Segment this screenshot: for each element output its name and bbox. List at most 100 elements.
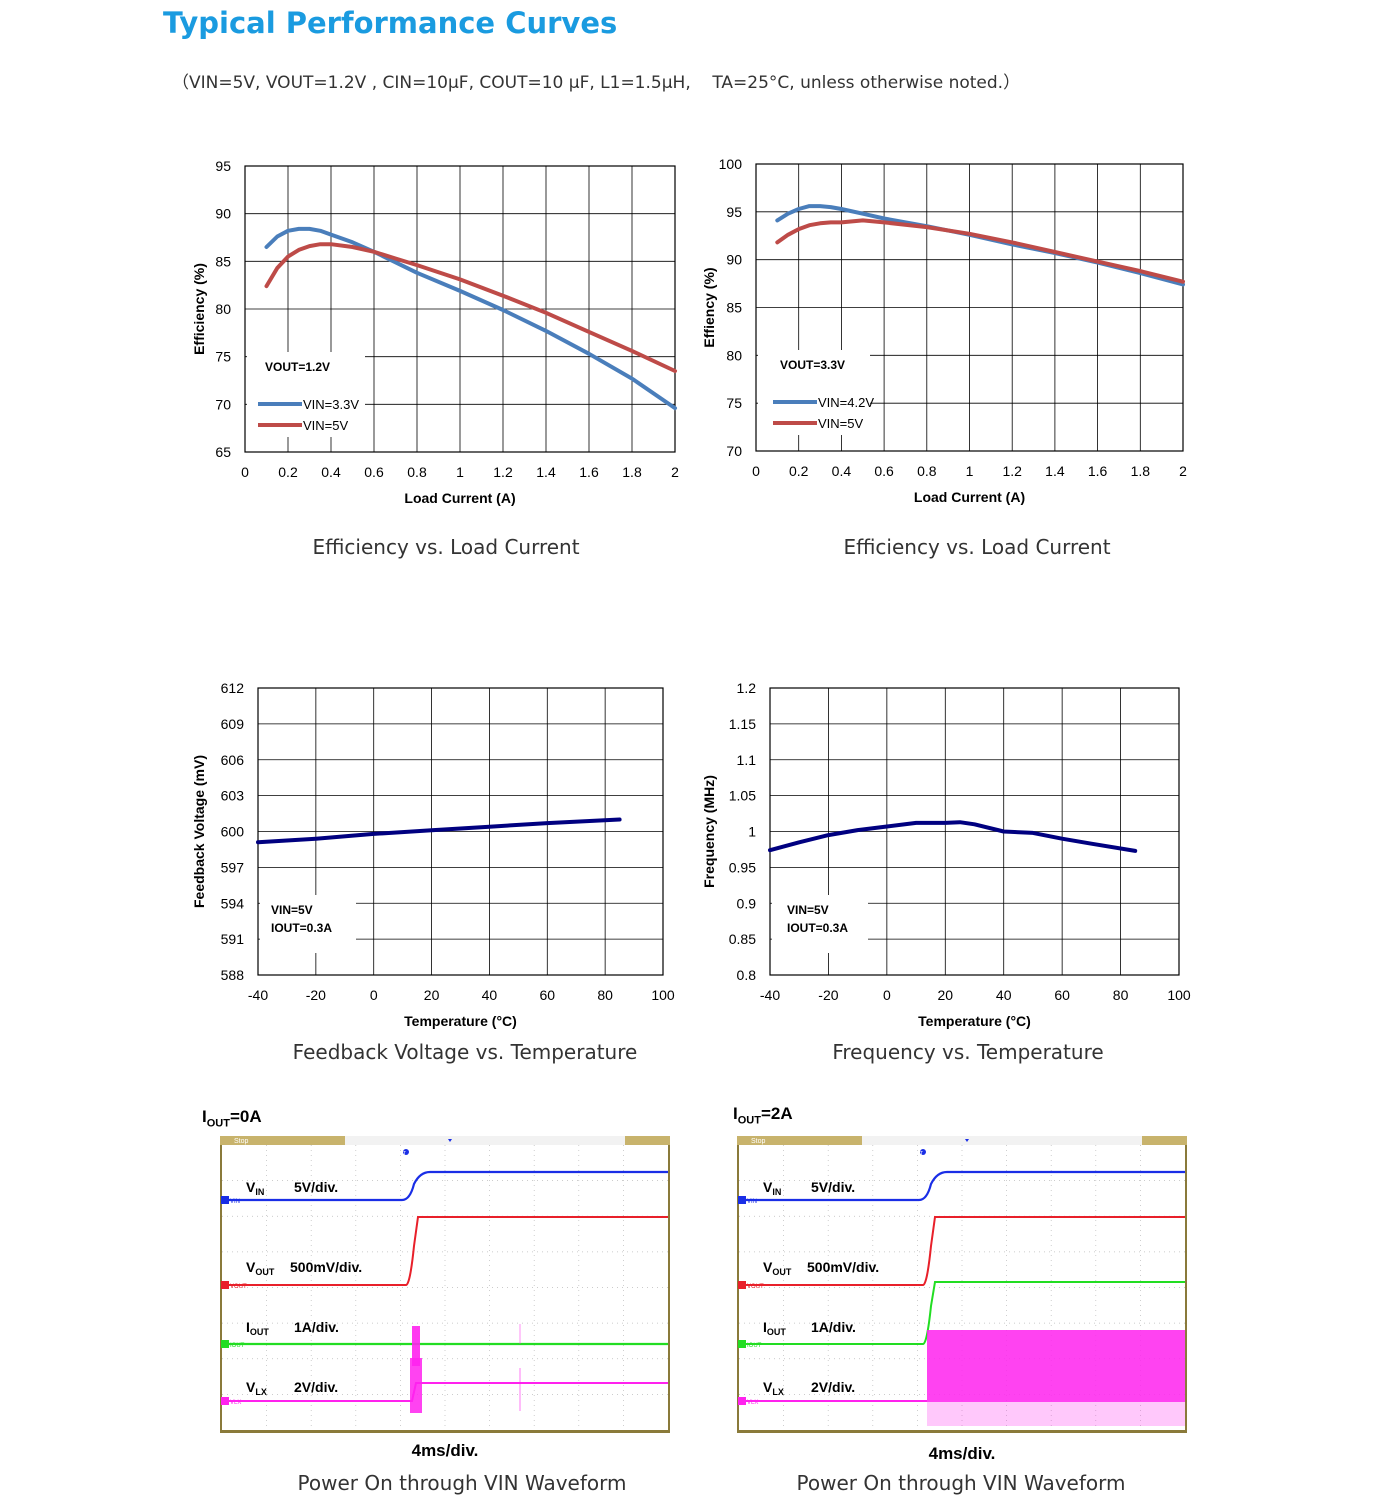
channel-marker-label: VLX <box>230 1400 241 1406</box>
channel-scale-label: 1A/div. <box>811 1319 856 1335</box>
oscilloscope-screen: Stop T VIN VOUT IOUT VLX VIN 5V/div. VOUT 500mV/d… <box>737 1136 1187 1433</box>
channel-marker-label: VIN <box>230 1199 240 1205</box>
channel-marker <box>738 1281 746 1289</box>
y-tick-label: 600 <box>221 824 245 840</box>
chart-caption: Feedback Voltage vs. Temperature <box>292 1040 638 1064</box>
chart-annotation: VOUT=1.2V <box>265 360 330 374</box>
x-tick-label: 1.4 <box>536 464 556 480</box>
y-tick-label: 75 <box>726 395 742 411</box>
x-tick-label: 2 <box>671 464 679 480</box>
y-tick-label: 1.05 <box>729 788 756 804</box>
y-tick-label: 70 <box>215 396 231 412</box>
channel-marker <box>738 1196 746 1204</box>
y-tick-label: 0.9 <box>737 895 757 911</box>
x-tick-label: 1.6 <box>579 464 599 480</box>
y-tick-label: 95 <box>215 158 231 174</box>
scope-title: IOUT=2A <box>733 1104 793 1127</box>
y-tick-label: 65 <box>215 444 231 460</box>
x-tick-label: 20 <box>937 987 953 1003</box>
x-axis-label: Temperature (°C) <box>918 1013 1031 1029</box>
chart-caption: Frequency vs. Temperature <box>832 1040 1104 1064</box>
channel-label: VOUT <box>246 1259 275 1277</box>
x-tick-label: 0 <box>883 987 891 1003</box>
channel-scale-label: 5V/div. <box>811 1179 855 1195</box>
chart-caption: Efficiency vs. Load Current <box>312 535 580 559</box>
chart-annotation: IOUT=0.3A <box>271 921 332 935</box>
x-tick-label: 0.4 <box>321 464 341 480</box>
time-division-label: 4ms/div. <box>411 1441 479 1460</box>
efficiency-chart-vout-3-3v: 0 0.2 0.4 0.6 0.8 1 1.2 1.4 1.6 1.8 2 70 75 80 85 90 95 1… <box>701 156 1187 505</box>
y-tick-label: 609 <box>221 716 245 732</box>
series-line <box>775 218 1185 284</box>
trigger-marker <box>920 1149 926 1155</box>
y-tick-label: 0.8 <box>737 967 757 983</box>
channel-label: VIN <box>246 1179 264 1197</box>
y-tick-label: 591 <box>221 931 245 947</box>
x-tick-label: -40 <box>760 987 780 1003</box>
x-tick-label: 1.6 <box>1088 463 1108 479</box>
channel-marker-label: VOUT <box>230 1284 247 1290</box>
y-tick-label: 1 <box>748 824 756 840</box>
channel-scale-label: 500mV/div. <box>807 1259 879 1275</box>
scope-title: IOUT=0A <box>202 1107 262 1130</box>
frequency-chart: -40 -20 0 20 40 60 80 100 0.8 0.85 0.9 0.95 1 1.05 1.1… <box>701 680 1191 1029</box>
channel-scale-label: 2V/div. <box>811 1379 855 1395</box>
channel-marker-label: VOUT <box>747 1284 764 1290</box>
x-tick-label: 1.8 <box>1131 463 1151 479</box>
legend-label: VIN=4.2V <box>818 395 874 410</box>
channel-label: IOUT <box>246 1319 269 1337</box>
y-tick-label: 603 <box>221 788 245 804</box>
series-line <box>256 817 622 845</box>
y-tick-label: 588 <box>221 967 245 983</box>
x-tick-label: 1.2 <box>1002 463 1022 479</box>
scope-status-text: Stop <box>234 1138 249 1145</box>
y-tick-label: 75 <box>215 349 231 365</box>
y-axis-label: Effiency (%) <box>701 267 717 347</box>
plot-frame <box>244 165 676 453</box>
legend-background <box>758 350 870 435</box>
y-tick-label: 100 <box>719 156 743 172</box>
y-axis-label: Feedback Voltage (mV) <box>191 755 207 908</box>
plot-frame <box>769 687 1180 976</box>
x-tick-label: 1.8 <box>622 464 642 480</box>
vlx-switching-band <box>927 1330 1185 1402</box>
x-tick-label: 0 <box>241 464 249 480</box>
channel-marker <box>221 1397 229 1405</box>
trigger-position-marker <box>965 1139 969 1142</box>
trigger-position-marker <box>448 1139 452 1142</box>
channel-label: VLX <box>763 1379 784 1397</box>
scope-caption: Power On through VIN Waveform <box>297 1471 627 1495</box>
scope-side-bar <box>1185 1145 1187 1433</box>
chart-annotation: IOUT=0.3A <box>787 921 848 935</box>
channel-marker-label: VIN <box>747 1199 757 1205</box>
channel-label: VIN <box>763 1179 781 1197</box>
x-tick-label: 0 <box>370 987 378 1003</box>
y-tick-label: 0.95 <box>729 859 756 875</box>
series-line <box>775 204 1185 287</box>
x-tick-label: 0.2 <box>278 464 298 480</box>
plot-frame <box>257 687 664 976</box>
y-tick-label: 597 <box>221 859 245 875</box>
x-tick-label: 1 <box>456 464 464 480</box>
iout-spike <box>412 1326 420 1366</box>
y-tick-label: 0.85 <box>729 931 756 947</box>
y-tick-label: 594 <box>221 895 245 911</box>
x-tick-label: 60 <box>1054 987 1070 1003</box>
channel-scale-label: 5V/div. <box>294 1179 338 1195</box>
y-tick-label: 80 <box>726 347 742 363</box>
scope-trigger-bar <box>862 1136 1142 1145</box>
feedback-voltage-chart: -40 -20 0 20 40 60 80 100 588 591 594 597 600 603 606 6… <box>191 680 675 1029</box>
time-division-label: 4ms/div. <box>928 1444 996 1463</box>
x-tick-label: 1.2 <box>493 464 513 480</box>
vin-trace <box>222 1170 668 1202</box>
efficiency-chart-vout-1-2v: 0 0.2 0.4 0.6 0.8 1 1.2 1.4 1.6 1.8 2 65 70 75 80 85 90 9… <box>191 158 679 506</box>
x-axis-label: Temperature (°C) <box>404 1013 517 1029</box>
channel-marker <box>738 1397 746 1405</box>
x-tick-label: 60 <box>539 987 555 1003</box>
trigger-marker-label: T <box>403 1151 406 1157</box>
channel-marker <box>221 1281 229 1289</box>
legend-background <box>247 352 365 437</box>
channel-scale-label: 2V/div. <box>294 1379 338 1395</box>
x-tick-label: 1.4 <box>1045 463 1065 479</box>
x-tick-label: -20 <box>818 987 838 1003</box>
